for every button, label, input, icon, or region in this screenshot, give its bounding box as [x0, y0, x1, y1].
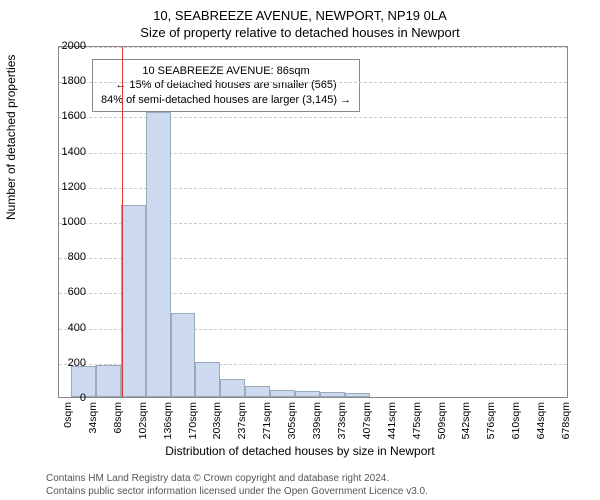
annotation-box: 10 SEABREEZE AVENUE: 86sqm ← 15% of deta…	[92, 59, 360, 112]
y-tick: 400	[46, 322, 86, 334]
y-tick: 2000	[46, 40, 86, 52]
x-tick: 509sqm	[436, 402, 448, 452]
x-tick: 102sqm	[137, 402, 149, 452]
gridline	[59, 82, 567, 83]
histogram-bar	[320, 392, 345, 397]
chart-title-address: 10, SEABREEZE AVENUE, NEWPORT, NP19 0LA	[0, 0, 600, 23]
gridline	[59, 117, 567, 118]
x-tick: 610sqm	[510, 402, 522, 452]
plot-area: 10 SEABREEZE AVENUE: 86sqm ← 15% of deta…	[58, 46, 568, 398]
y-axis-label: Number of detached properties	[4, 55, 18, 220]
gridline	[59, 188, 567, 189]
y-tick: 1800	[46, 75, 86, 87]
y-tick: 1200	[46, 181, 86, 193]
histogram-bar	[270, 390, 295, 397]
x-tick: 441sqm	[386, 402, 398, 452]
x-tick: 407sqm	[361, 402, 373, 452]
x-tick: 644sqm	[535, 402, 547, 452]
histogram-bar	[245, 386, 270, 397]
x-tick: 203sqm	[211, 402, 223, 452]
annotation-line3: 84% of semi-detached houses are larger (…	[101, 93, 351, 107]
y-tick: 600	[46, 286, 86, 298]
x-tick: 475sqm	[411, 402, 423, 452]
x-tick: 305sqm	[286, 402, 298, 452]
x-tick: 542sqm	[460, 402, 472, 452]
footer-line1: Contains HM Land Registry data © Crown c…	[46, 472, 428, 485]
histogram-bar	[195, 362, 220, 397]
histogram-bar	[345, 393, 370, 397]
x-tick: 576sqm	[485, 402, 497, 452]
x-tick: 170sqm	[187, 402, 199, 452]
histogram-bar	[121, 205, 146, 397]
x-tick: 237sqm	[236, 402, 248, 452]
annotation-line1: 10 SEABREEZE AVENUE: 86sqm	[101, 64, 351, 78]
y-tick: 1600	[46, 110, 86, 122]
property-marker	[122, 47, 123, 397]
histogram-bar	[220, 379, 245, 397]
x-tick: 34sqm	[87, 402, 99, 452]
histogram-bar	[146, 112, 171, 397]
gridline	[59, 153, 567, 154]
x-tick: 68sqm	[112, 402, 124, 452]
chart-title-desc: Size of property relative to detached ho…	[0, 23, 600, 40]
histogram-bar	[96, 365, 121, 397]
annotation-line2: ← 15% of detached houses are smaller (56…	[101, 78, 351, 92]
x-tick: 339sqm	[311, 402, 323, 452]
gridline	[59, 47, 567, 48]
x-tick: 678sqm	[560, 402, 572, 452]
histogram-bar	[295, 391, 320, 397]
y-tick: 800	[46, 251, 86, 263]
footer-attribution: Contains HM Land Registry data © Crown c…	[46, 472, 428, 498]
y-tick: 1400	[46, 146, 86, 158]
x-tick: 0sqm	[62, 402, 74, 452]
y-tick: 200	[46, 357, 86, 369]
x-tick: 271sqm	[261, 402, 273, 452]
histogram-bar	[171, 313, 195, 397]
footer-line2: Contains public sector information licen…	[46, 485, 428, 498]
y-tick: 1000	[46, 216, 86, 228]
x-tick: 136sqm	[162, 402, 174, 452]
x-tick: 373sqm	[336, 402, 348, 452]
